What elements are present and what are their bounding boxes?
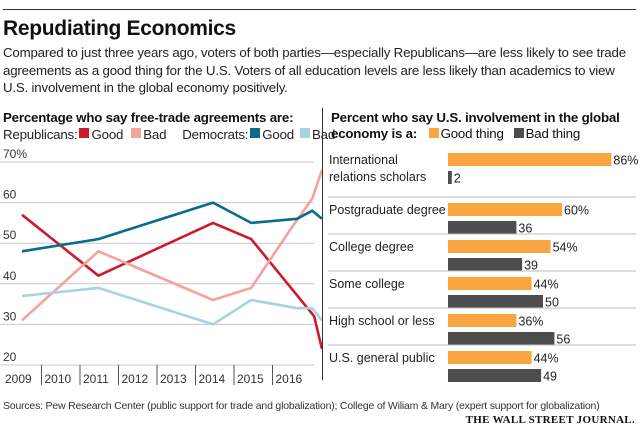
legend-swatch-good-thing <box>428 128 439 139</box>
bar-bad-thing <box>448 332 555 345</box>
legend-good-thing-label: Good thing <box>440 126 504 142</box>
x-tick-label: 2011 <box>83 372 109 385</box>
bar-good-thing <box>448 203 562 216</box>
panel-divider <box>322 108 323 380</box>
legend-dem-bad-label: Bad <box>312 126 336 142</box>
line-chart-legend: Republicans: Good Bad Democrats: Good Bad <box>3 126 335 142</box>
bar-bad-thing <box>448 171 452 184</box>
category-label: College degree <box>329 240 414 254</box>
y-tick-label: 20 <box>3 350 17 364</box>
line-chart: 20 30 40 50 60 70% 2009 2010 2011 2012 2013 2014 201… <box>0 147 322 385</box>
legend-rep-bad-label: Bad <box>143 126 167 142</box>
x-tick-label: 2012 <box>122 372 149 385</box>
bar-bad-thing <box>448 369 542 382</box>
bar-chart-heading: Percent who say U.S. involvement in the … <box>331 110 620 142</box>
legend-swatch-dem-bad <box>300 128 310 139</box>
bar-good-thing <box>448 314 517 327</box>
category-label: Postgraduate degree <box>329 203 446 217</box>
bar-value-label: 86% <box>613 154 638 168</box>
bar-value-label: 54% <box>553 241 578 255</box>
y-tick-label: 60 <box>3 188 17 202</box>
bar-value-label: 49 <box>543 370 557 384</box>
bar-value-label: 44% <box>534 352 559 366</box>
subtitle-dek: Compared to just three years ago, voters… <box>3 45 626 95</box>
legend-swatch-dem-good <box>250 128 261 139</box>
legend-swatch-rep-bad <box>131 128 142 139</box>
legend-bad-thing-label: Bad thing <box>525 126 581 142</box>
page-title: Repudiating Economics <box>3 17 236 40</box>
bar-good-thing <box>448 351 532 364</box>
legend-swatch-rep-good <box>79 128 90 139</box>
bar-bad-thing <box>448 221 517 234</box>
category-label: U.S. general public <box>329 351 435 365</box>
bar-bad-thing <box>448 295 543 308</box>
x-tick-label: 2016 <box>276 372 303 385</box>
bar-chart: International relations scholars 86% 2 Postg… <box>328 153 638 384</box>
category-label: High school or less <box>329 314 435 328</box>
x-tick-label: 2014 <box>199 372 226 385</box>
legend-dem-good-label: Good <box>262 126 294 142</box>
y-tick-label: 50 <box>3 228 17 242</box>
bar-value-label: 39 <box>524 259 538 273</box>
bar-chart-heading-line1: Percent who say U.S. involvement in the … <box>331 110 620 125</box>
publisher-logo: THE WALL STREET JOURNAL. <box>465 414 635 426</box>
bar-value-label: 50 <box>545 296 559 310</box>
x-tick-label: 2013 <box>160 372 187 385</box>
legend-republicans-label: Republicans: <box>3 126 78 142</box>
bar-good-thing <box>448 240 551 253</box>
category-label: International <box>329 153 398 167</box>
x-tick-label: 2009 <box>5 372 32 385</box>
bar-value-label: 60% <box>564 204 589 218</box>
bar-good-thing <box>448 277 532 290</box>
legend-rep-good-label: Good <box>91 126 124 142</box>
bar-value-label: 44% <box>534 278 559 292</box>
bar-value-label: 2 <box>454 172 461 186</box>
top-rule <box>3 9 636 10</box>
legend-democrats-label: Democrats: <box>182 126 249 142</box>
x-tick-label: 2015 <box>237 372 264 385</box>
bar-value-label: 56 <box>556 333 570 347</box>
line-chart-heading: Percentage who say free-trade agreements… <box>3 110 294 125</box>
x-tick-label: 2010 <box>45 372 72 385</box>
series-line-dem-bad <box>21 286 322 326</box>
category-label: relations scholars <box>329 170 426 184</box>
bar-value-label: 36 <box>518 222 532 236</box>
series-line-rep-good <box>21 213 322 350</box>
bar-good-thing <box>448 153 612 166</box>
bar-chart-heading-line2: economy is a: <box>331 126 418 141</box>
y-tick-label: 30 <box>3 309 17 323</box>
series-line-rep-bad <box>21 169 322 322</box>
bar-chart-legend: Good thing Bad thing <box>421 126 580 141</box>
y-tick-label: 70% <box>3 147 27 161</box>
bar-bad-thing <box>448 258 523 271</box>
series-line-dem-good <box>21 201 322 253</box>
sources-note: Sources: Pew Research Center (public sup… <box>3 400 600 412</box>
legend-swatch-bad-thing <box>513 128 524 139</box>
category-label: Some college <box>329 277 405 291</box>
bar-value-label: 36% <box>518 315 543 329</box>
y-tick-label: 40 <box>3 269 17 283</box>
